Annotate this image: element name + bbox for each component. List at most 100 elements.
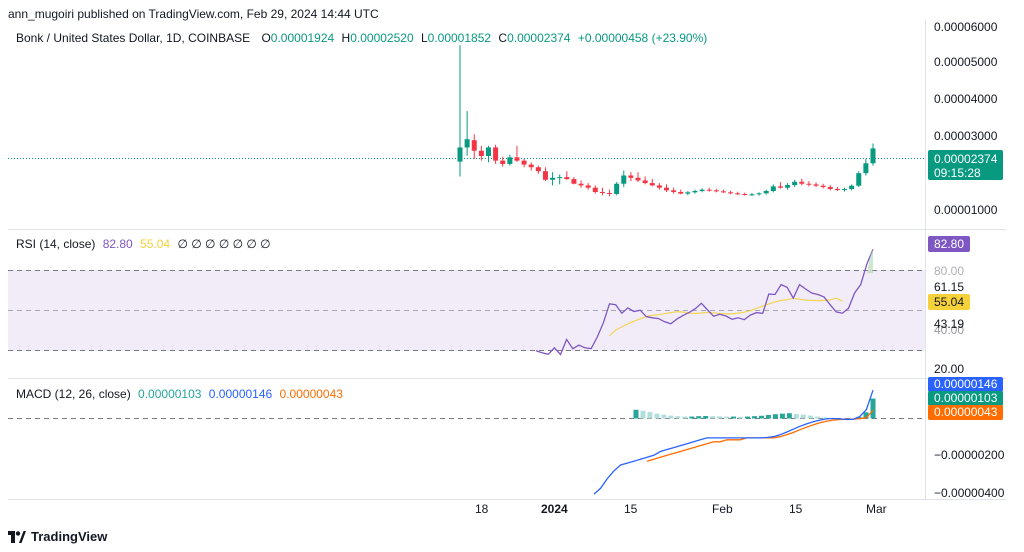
candle-body [856, 173, 862, 186]
candle-body [785, 185, 791, 188]
candle-body [834, 189, 840, 191]
price-tick: 0.00006000 [934, 20, 998, 34]
rsi-ma-value: 55.04 [140, 237, 171, 251]
low-value: 0.00001852 [427, 31, 492, 45]
price-tick: 0.00004000 [934, 92, 998, 106]
macd-hist-tag-text: 0.00000103 [934, 391, 998, 405]
candle-body [485, 147, 491, 157]
tradingview-logo-text: TradingView [31, 529, 108, 544]
candle-body [457, 147, 463, 162]
last-price-value: 0.00002374 [934, 152, 998, 166]
macd-histogram-bar [752, 416, 757, 419]
price-legend: Bonk / United States Dollar, 1D, COINBAS… [16, 31, 711, 45]
macd-histogram-bar [731, 416, 737, 419]
time-tick: 18 [475, 502, 489, 516]
macd-label[interactable]: MACD (12, 26, close) [16, 387, 131, 401]
macd-legend: MACD (12, 26, close) 0.00000103 0.000001… [16, 387, 347, 401]
macd-histogram-bar [738, 416, 744, 419]
high-label: H [341, 31, 351, 45]
macd-signal-value: 0.00000043 [279, 387, 343, 401]
candle-body [500, 160, 506, 164]
macd-group [593, 389, 876, 495]
candle-body [728, 192, 734, 194]
candle-body [735, 193, 741, 195]
candle-body [870, 148, 876, 164]
macd-histogram-bar [647, 412, 653, 419]
macd-histogram-bar [800, 414, 806, 419]
candle-body [863, 163, 869, 174]
macd-tick: −0.00000200 [934, 448, 1005, 462]
macd-histogram-bar [863, 412, 869, 419]
macd-histogram-bar [633, 409, 639, 419]
time-tick: 15 [624, 502, 638, 516]
time-tick-year: 2024 [541, 502, 568, 516]
macd-histogram-bar [696, 416, 702, 419]
macd-hist-value: 0.00000103 [138, 387, 202, 401]
candle-body [713, 190, 719, 192]
candle-body [806, 183, 812, 185]
candle-body [478, 150, 484, 157]
candle-body [849, 185, 855, 190]
change-value: +0.00000458 (+23.90%) [577, 31, 708, 45]
macd-histogram-bar [807, 415, 813, 419]
rsi-label[interactable]: RSI (14, close) [16, 237, 96, 251]
macd-hist-tag [928, 391, 1003, 406]
macd-histogram-bar [710, 416, 716, 419]
macd-histogram-bar [786, 413, 792, 419]
rsi-ma-tag [928, 294, 970, 310]
candle-body [521, 160, 527, 165]
macd-histogram-bar [765, 415, 771, 419]
candle-body [592, 187, 598, 192]
time-tick: 15 [789, 502, 803, 516]
candle-body [585, 185, 591, 188]
macd-histogram-bar [668, 415, 674, 419]
candle-body [792, 181, 798, 186]
candle-body [699, 189, 705, 192]
candle-body [678, 191, 684, 194]
candle-body [664, 187, 669, 191]
candle-body [571, 179, 577, 184]
candle-body [493, 147, 499, 161]
rsi-value: 82.80 [102, 237, 133, 251]
macd-histogram-bar [661, 414, 667, 419]
candle-body [471, 140, 477, 151]
close-label: C [498, 31, 508, 45]
macd-signal-tag-text: 0.00000043 [934, 405, 998, 419]
candle-body [557, 177, 563, 179]
candle-body [564, 177, 570, 180]
rsi-value-tag [928, 236, 970, 252]
last-price-tag [928, 150, 1003, 180]
candle-body [842, 189, 848, 191]
candle-body [642, 180, 648, 184]
candle-body [706, 189, 712, 191]
macd-histogram-bar [758, 415, 764, 419]
candle-body [813, 184, 819, 186]
candle-body [692, 191, 698, 193]
candle-body [749, 194, 755, 196]
macd-signal-tag [928, 405, 1003, 420]
candle-body [770, 186, 776, 192]
candle-body [621, 175, 627, 184]
price-tick: 0.00005000 [934, 55, 998, 69]
price-tick: 0.00003000 [934, 129, 998, 143]
macd-histogram-bar [689, 416, 695, 419]
macd-tick: −0.00000400 [934, 486, 1005, 500]
tradingview-logo[interactable]: TradingView [8, 529, 107, 544]
candle-body [799, 181, 805, 184]
candle-body [671, 190, 677, 192]
price-tick: 0.00001000 [934, 203, 998, 217]
symbol-label[interactable]: Bonk / United States Dollar, 1D, COINBAS… [16, 31, 251, 45]
macd-line-tag [928, 377, 1003, 392]
macd-histogram-bar [703, 415, 709, 419]
candle-body [635, 177, 641, 181]
candle-body [607, 192, 613, 194]
candle-body [649, 183, 655, 186]
rsi-overbought-fill [866, 249, 873, 274]
macd-histogram-bar [654, 413, 660, 419]
candle-body [742, 193, 748, 195]
rsi-ma-line [609, 297, 843, 337]
candle-body [550, 177, 556, 180]
bar-countdown: 09:15:28 [934, 166, 981, 180]
